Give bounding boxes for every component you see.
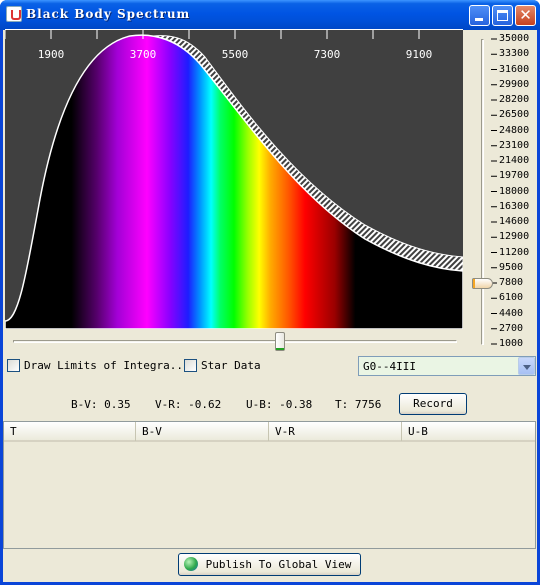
star-select-value: G0--4III	[363, 360, 416, 373]
temperature-slider-track[interactable]	[481, 39, 484, 345]
temperature-label: 31600	[499, 63, 530, 75]
axis-label-5500: 5500	[222, 48, 249, 61]
temperature-slider-thumb[interactable]	[472, 278, 493, 289]
spectrum-plot: 1900 3700 5500 7300 9100	[5, 29, 463, 329]
close-icon: ✕	[519, 6, 532, 24]
title-bar[interactable]: Black Body Spectrum ✕	[0, 0, 540, 30]
temperature-label: 26500	[499, 109, 530, 121]
axis-label-3700: 3700	[130, 48, 157, 61]
temperature-readout: T: 7756	[335, 398, 382, 411]
chevron-down-icon[interactable]	[518, 357, 535, 375]
temperature-label: 28200	[499, 94, 530, 105]
table-body	[4, 442, 535, 548]
temperature-label: 23100	[499, 139, 530, 151]
spectrum-canvas: 1900 3700 5500 7300 9100	[5, 29, 463, 329]
column-header-t[interactable]: T	[4, 422, 136, 441]
record-button[interactable]: Record	[399, 393, 467, 415]
star-data-label[interactable]: Star Data	[201, 359, 261, 372]
draw-limits-checkbox[interactable]	[7, 359, 20, 372]
wavelength-slider-track[interactable]	[13, 340, 457, 343]
bv-readout: B-V: 0.35	[71, 398, 131, 411]
temperature-label: 6100	[499, 292, 524, 304]
maximize-icon	[497, 10, 508, 21]
column-header-ub[interactable]: U-B	[408, 425, 428, 438]
column-header-vr[interactable]: V-R	[269, 422, 402, 441]
ub-readout: U-B: -0.38	[246, 398, 313, 411]
wavelength-slider-thumb[interactable]	[275, 332, 285, 351]
temperature-label: 4400	[499, 307, 524, 319]
temperature-label: 7800	[499, 277, 524, 288]
window-title: Black Body Spectrum	[26, 7, 191, 21]
star-data-checkbox[interactable]	[184, 359, 197, 372]
temperature-label: 2700	[499, 322, 524, 334]
publish-button[interactable]: Publish To Global View	[178, 553, 361, 576]
column-header-bv[interactable]: B-V	[136, 422, 269, 441]
temperature-label: 29900	[499, 78, 530, 90]
temperature-label: 16300	[499, 200, 530, 212]
temperature-label: 19700	[499, 170, 530, 182]
vr-readout: V-R: -0.62	[155, 398, 222, 411]
temperature-label: 33300	[499, 48, 530, 60]
temperature-label: 24800	[499, 124, 530, 136]
globe-icon	[184, 557, 198, 571]
axis-label-9100: 9100	[406, 48, 433, 61]
temperature-label: 21400	[499, 155, 530, 166]
wavelength-slider[interactable]	[5, 329, 463, 353]
draw-limits-label[interactable]: Draw Limits of Integra...	[24, 359, 190, 372]
publish-button-label: Publish To Global View	[205, 558, 352, 571]
temperature-label: 35000	[499, 33, 530, 44]
temperature-slider[interactable]: 35000 33300 31600 29900 28200 26500 24800 23100…	[464, 29, 537, 351]
star-select[interactable]: G0--4III	[358, 356, 536, 376]
results-table: T B-V V-R U-B	[3, 421, 536, 549]
temperature-label: 12900	[499, 231, 530, 243]
temperature-label: 1000	[499, 338, 524, 349]
temperature-label: 14600	[499, 216, 530, 227]
spectrum-fill	[5, 34, 463, 329]
temperature-label: 9500	[499, 261, 524, 273]
maximize-button[interactable]	[492, 5, 513, 26]
temperature-label: 11200	[499, 246, 530, 258]
minimize-icon	[475, 18, 483, 21]
temperature-label: 18000	[499, 185, 530, 197]
temperature-slider-ticks	[491, 38, 497, 345]
java-app-icon	[6, 6, 22, 22]
close-button[interactable]: ✕	[515, 5, 536, 26]
table-header: T B-V V-R U-B	[4, 422, 535, 442]
minimize-button[interactable]	[469, 5, 490, 26]
top-axis-ticks	[5, 29, 420, 39]
axis-label-1900: 1900	[38, 48, 65, 61]
axis-label-7300: 7300	[314, 48, 341, 61]
